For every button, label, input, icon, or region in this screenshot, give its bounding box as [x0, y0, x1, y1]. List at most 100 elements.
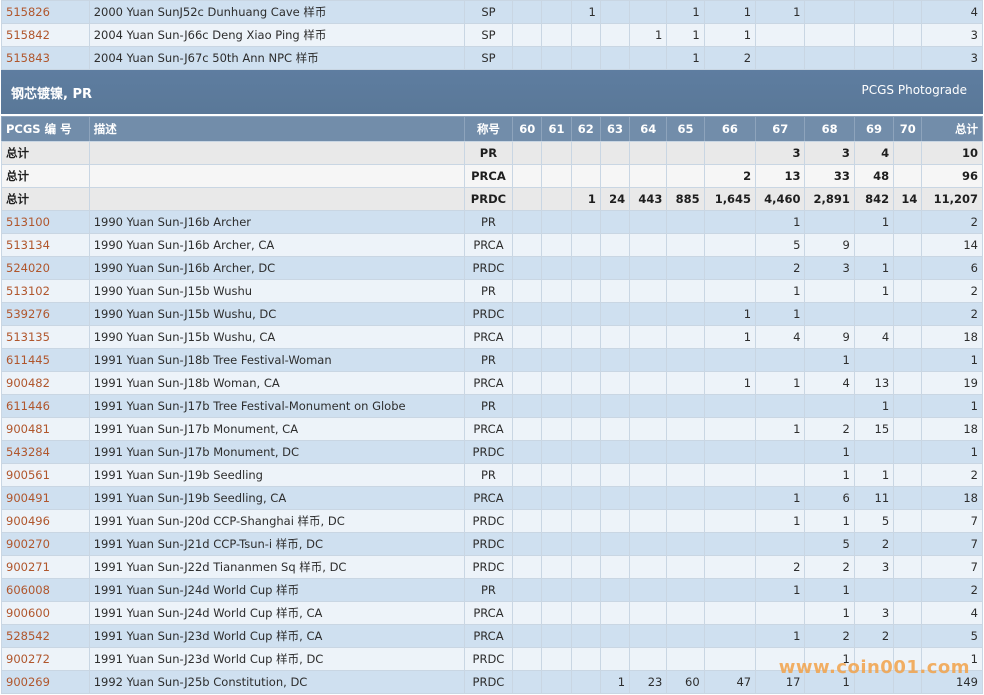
header-63[interactable]: 63 [599, 116, 631, 142]
coin-description: 1991 Yuan Sun-J23d World Cup 样币, CA [88, 624, 465, 648]
count-68: 5 [804, 532, 855, 556]
coin-description: 1990 Yuan Sun-J16b Archer, DC [88, 256, 465, 280]
row-total: 1 [921, 394, 983, 418]
count-61 [541, 647, 572, 671]
count-60 [512, 555, 543, 579]
pcgs-code-link[interactable]: 900269 [1, 670, 90, 694]
pcgs-code-link[interactable]: 543284 [1, 440, 90, 464]
count-64 [629, 601, 668, 625]
count-60 [512, 417, 543, 441]
pcgs-code-link[interactable]: 515843 [1, 46, 90, 70]
count-64 [629, 371, 668, 395]
pcgs-code-link[interactable]: 900491 [1, 486, 90, 510]
header-code[interactable]: PCGS 编 号 [1, 116, 90, 142]
grade-designation: PRCA [463, 325, 514, 349]
header-67[interactable]: 67 [755, 116, 806, 142]
pcgs-code-link[interactable]: 900482 [1, 371, 90, 395]
header-grade[interactable]: 称号 [463, 116, 514, 142]
count-67: 1 [755, 486, 806, 510]
count-63 [599, 578, 631, 602]
count-63 [599, 233, 631, 257]
pcgs-code-link[interactable]: 515842 [1, 23, 90, 47]
count-63 [599, 210, 631, 234]
count-64 [629, 256, 668, 280]
count-67: 1 [755, 578, 806, 602]
pcgs-code-link[interactable]: 528542 [1, 624, 90, 648]
pcgs-code-link[interactable]: 524020 [1, 256, 90, 280]
count-62 [570, 46, 601, 70]
count-60 [512, 256, 543, 280]
row-total: 1 [921, 440, 983, 464]
count-65 [666, 302, 705, 326]
count-66: 1 [703, 325, 757, 349]
header-69[interactable]: 69 [853, 116, 895, 142]
pcgs-code-link[interactable]: 611446 [1, 394, 90, 418]
count-60 [512, 624, 543, 648]
count-64 [629, 325, 668, 349]
pcgs-code-link[interactable]: 900481 [1, 417, 90, 441]
count-67 [755, 601, 806, 625]
pcgs-code-link[interactable]: 515826 [1, 0, 90, 24]
pcgs-code-link[interactable]: 900561 [1, 463, 90, 487]
table-row: 900496 1991 Yuan Sun-J20d CCP-Shanghai 样币… [1, 509, 983, 533]
header-66[interactable]: 66 [703, 116, 757, 142]
total-row: 总计 PRDC 1 24 443 885 1,645 4,460 2,891 842 14 11,20… [1, 187, 983, 211]
header-64[interactable]: 64 [629, 116, 668, 142]
count-65 [666, 624, 705, 648]
header-65[interactable]: 65 [666, 116, 705, 142]
count-63: 24 [599, 187, 631, 211]
pcgs-code-link[interactable]: 539276 [1, 302, 90, 326]
pcgs-code-link[interactable]: 513102 [1, 279, 90, 303]
count-62 [570, 394, 601, 418]
count-60 [512, 670, 543, 694]
header-70[interactable]: 70 [893, 116, 923, 142]
coin-description: 1991 Yuan Sun-J17b Monument, CA [88, 417, 465, 441]
pcgs-code-link[interactable]: 611445 [1, 348, 90, 372]
count-68: 1 [804, 509, 855, 533]
count-67: 1 [755, 0, 806, 24]
pcgs-code-link[interactable]: 513100 [1, 210, 90, 234]
pcgs-code-link[interactable]: 606008 [1, 578, 90, 602]
header-desc[interactable]: 描述 [88, 116, 465, 142]
count-70 [893, 210, 923, 234]
header-total[interactable]: 总计 [921, 116, 983, 142]
count-69: 1 [853, 394, 895, 418]
pcgs-code-link[interactable]: 900272 [1, 647, 90, 671]
pcgs-code-link[interactable]: 513135 [1, 325, 90, 349]
count-70 [893, 509, 923, 533]
section-title: 钢芯镀镍, PR [11, 87, 93, 102]
grade-designation: PRDC [463, 440, 514, 464]
photograde-link[interactable]: PCGS Photograde [861, 83, 967, 97]
pcgs-code-link[interactable]: 900496 [1, 509, 90, 533]
pcgs-code-link[interactable]: 900270 [1, 532, 90, 556]
pcgs-code-link[interactable]: 900600 [1, 601, 90, 625]
count-70 [893, 486, 923, 510]
grade-designation: PR [463, 210, 514, 234]
header-60[interactable]: 60 [512, 116, 543, 142]
count-66 [703, 141, 757, 165]
table-row: 539276 1990 Yuan Sun-J15b Wushu, DC PRDC 1 1… [1, 302, 983, 326]
count-64 [629, 0, 668, 24]
count-65 [666, 555, 705, 579]
count-62 [570, 164, 601, 188]
header-62[interactable]: 62 [570, 116, 601, 142]
count-68 [804, 0, 855, 24]
count-61 [541, 670, 572, 694]
count-62 [570, 23, 601, 47]
count-69: 1 [853, 463, 895, 487]
pcgs-code-link[interactable]: 513134 [1, 233, 90, 257]
table-row: 611445 1991 Yuan Sun-J18b Tree Festival-W… [1, 348, 983, 372]
pcgs-code-link[interactable]: 900271 [1, 555, 90, 579]
count-60 [512, 0, 543, 24]
count-65 [666, 348, 705, 372]
header-61[interactable]: 61 [541, 116, 572, 142]
header-68[interactable]: 68 [804, 116, 855, 142]
count-65 [666, 578, 705, 602]
count-63 [599, 256, 631, 280]
count-70 [893, 371, 923, 395]
count-60 [512, 187, 543, 211]
count-60 [512, 601, 543, 625]
count-66 [703, 233, 757, 257]
count-69: 1 [853, 210, 895, 234]
grade-designation: PRDC [463, 509, 514, 533]
